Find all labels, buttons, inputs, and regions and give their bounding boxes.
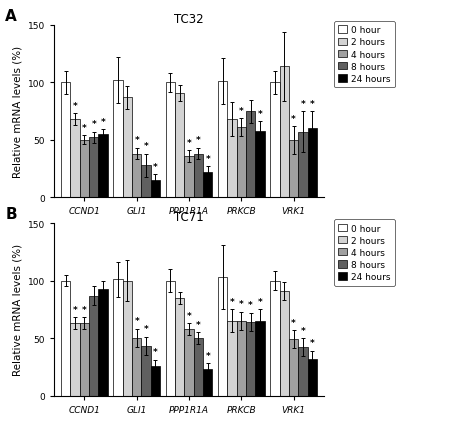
Bar — [99, 135, 108, 198]
Text: *: * — [187, 138, 191, 147]
Bar — [289, 141, 298, 198]
Text: *: * — [301, 326, 305, 335]
Bar — [89, 138, 99, 198]
Text: *: * — [205, 351, 210, 360]
Bar — [89, 296, 99, 396]
Bar — [80, 323, 89, 396]
Bar — [194, 338, 203, 396]
Bar — [298, 347, 308, 396]
Bar — [184, 329, 194, 396]
Y-axis label: Relative mRNA levels (%): Relative mRNA levels (%) — [12, 244, 22, 375]
Text: *: * — [310, 338, 315, 347]
Bar — [246, 322, 255, 396]
Bar — [227, 321, 237, 396]
Bar — [227, 120, 237, 198]
Text: *: * — [153, 347, 158, 356]
Bar — [70, 120, 80, 198]
Bar — [255, 131, 265, 198]
Bar — [151, 366, 160, 396]
Bar — [203, 369, 212, 396]
Bar — [289, 339, 298, 396]
Text: *: * — [135, 136, 139, 145]
Legend: 0 hour, 2 hours, 4 hours, 8 hours, 24 hours: 0 hour, 2 hours, 4 hours, 8 hours, 24 ho… — [334, 22, 395, 88]
Bar — [218, 82, 227, 198]
Text: *: * — [230, 297, 234, 306]
Text: *: * — [153, 163, 158, 172]
Bar — [113, 81, 123, 198]
Bar — [175, 93, 184, 198]
Bar — [308, 129, 317, 198]
Bar — [184, 157, 194, 198]
Bar — [141, 166, 151, 198]
Bar — [270, 281, 279, 396]
Bar — [151, 181, 160, 198]
Text: *: * — [144, 142, 149, 151]
Text: *: * — [291, 114, 296, 123]
Bar — [308, 359, 317, 396]
Text: *: * — [258, 110, 262, 119]
Bar — [123, 281, 132, 396]
Text: *: * — [73, 305, 77, 314]
Bar — [113, 280, 123, 396]
Bar — [237, 321, 246, 396]
Text: *: * — [239, 299, 243, 308]
Text: *: * — [91, 120, 96, 129]
Text: *: * — [258, 297, 262, 306]
Text: *: * — [187, 311, 191, 320]
Title: TC32: TC32 — [174, 13, 204, 26]
Bar — [166, 281, 175, 396]
Bar — [270, 83, 279, 198]
Text: A: A — [5, 9, 17, 24]
Bar — [255, 321, 265, 396]
Bar — [194, 154, 203, 198]
Bar — [141, 346, 151, 396]
Bar — [218, 277, 227, 396]
Text: B: B — [5, 206, 17, 221]
Bar — [99, 289, 108, 396]
Text: *: * — [239, 106, 243, 115]
Bar — [132, 154, 141, 198]
Text: *: * — [135, 316, 139, 326]
Y-axis label: Relative mRNA levels (%): Relative mRNA levels (%) — [12, 46, 22, 178]
Text: *: * — [73, 101, 77, 111]
Bar — [203, 172, 212, 198]
Bar — [70, 323, 80, 396]
Bar — [80, 141, 89, 198]
Bar — [123, 98, 132, 198]
Bar — [166, 83, 175, 198]
Bar — [132, 338, 141, 396]
Bar — [279, 67, 289, 198]
Text: *: * — [196, 320, 201, 329]
Title: TC71: TC71 — [174, 211, 204, 224]
Legend: 0 hour, 2 hours, 4 hours, 8 hours, 24 hours: 0 hour, 2 hours, 4 hours, 8 hours, 24 ho… — [334, 219, 395, 286]
Text: *: * — [144, 325, 149, 334]
Text: *: * — [248, 301, 253, 310]
Bar — [246, 112, 255, 198]
Text: *: * — [205, 154, 210, 163]
Text: *: * — [196, 136, 201, 145]
Bar — [237, 128, 246, 198]
Bar — [175, 298, 184, 396]
Bar — [61, 281, 70, 396]
Bar — [61, 83, 70, 198]
Bar — [298, 132, 308, 198]
Text: *: * — [301, 99, 305, 108]
Text: *: * — [310, 99, 315, 108]
Text: *: * — [82, 123, 87, 132]
Text: *: * — [291, 318, 296, 327]
Text: *: * — [101, 118, 106, 127]
Bar — [279, 291, 289, 396]
Text: *: * — [82, 305, 87, 314]
